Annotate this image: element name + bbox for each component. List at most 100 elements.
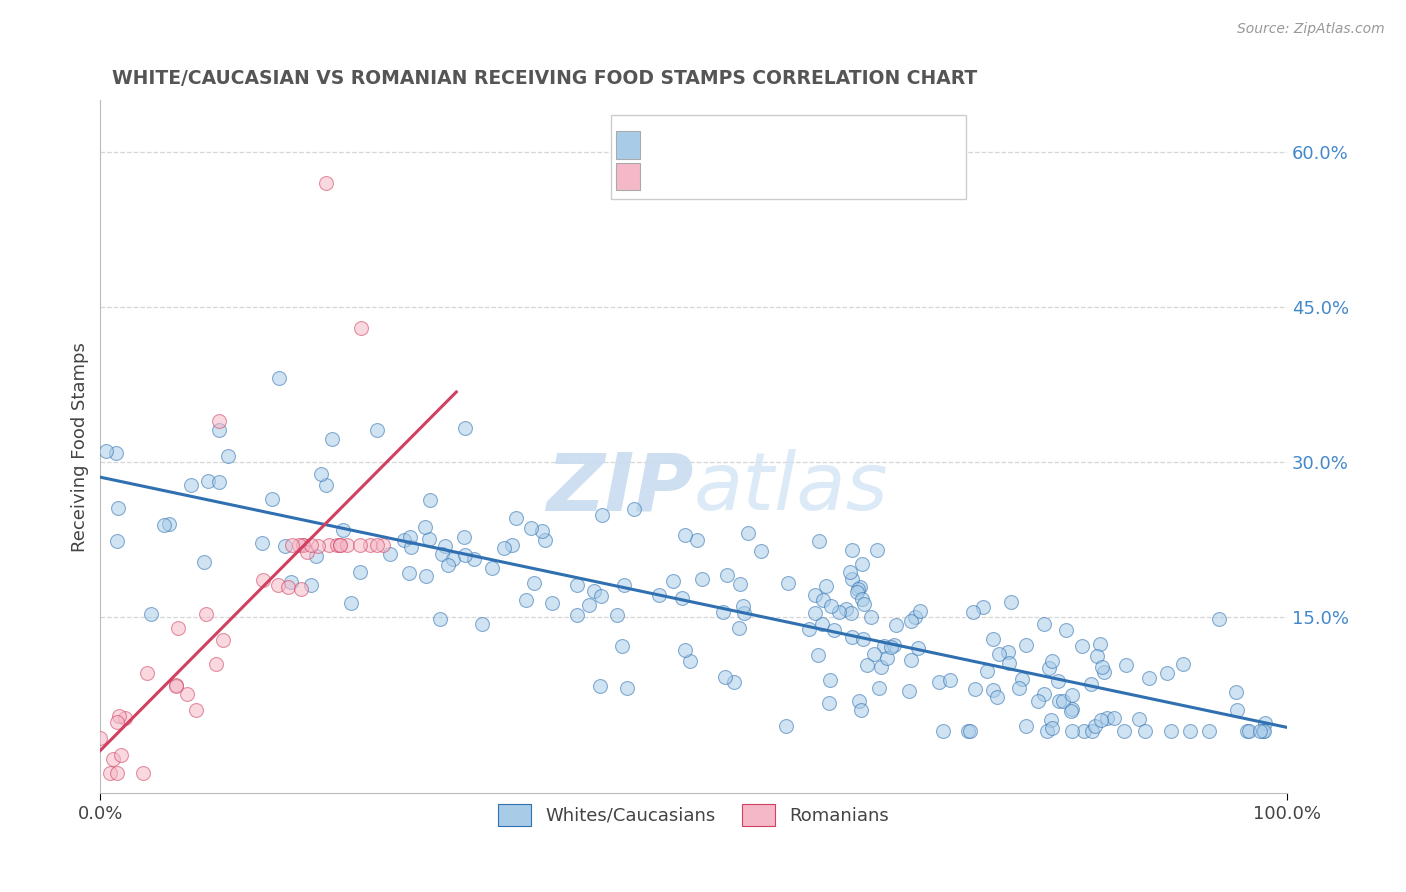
Point [610,640,633,654]
Point [96,444,118,458]
Point [1040,721,1063,735]
Point [900,653,922,667]
Point [107,533,129,548]
Point [986,690,1008,704]
Point [898,684,921,698]
Point [108,708,131,723]
Point [366,538,388,552]
Point [157,516,180,531]
Point [965,682,987,697]
Point [1254,715,1277,730]
Point [398,566,420,580]
Point [107,715,129,730]
Point [859,610,882,624]
Point [1088,637,1111,651]
Point [1054,623,1077,637]
Point [814,579,837,593]
Point [208,423,231,437]
Point [98,765,121,780]
Text: atlas: atlas [693,450,889,527]
Point [186,703,208,717]
Point [1080,677,1102,691]
Point [841,572,863,586]
Point [1036,724,1059,739]
Point [305,549,328,564]
Point [1015,638,1038,652]
Point [938,673,960,688]
Point [153,517,176,532]
Point [972,599,994,614]
Point [1040,654,1063,668]
Point [866,543,889,558]
Text: R =  0.582   N =  41: R = 0.582 N = 41 [647,171,844,190]
Point [105,446,128,460]
Point [876,650,898,665]
Point [733,606,755,620]
Point [311,467,333,481]
Point [998,657,1021,671]
Point [863,647,886,661]
Text: Source: ZipAtlas.com: Source: ZipAtlas.com [1237,22,1385,37]
Point [605,607,627,622]
Point [1033,617,1056,632]
Point [135,666,157,681]
Point [1178,724,1201,739]
Point [89,731,111,745]
Point [453,420,475,434]
Point [869,659,891,673]
Point [1115,658,1137,673]
Point [1225,685,1247,699]
Point [848,694,870,708]
Point [853,597,876,611]
Point [1198,724,1220,739]
Point [1073,724,1095,739]
Point [731,599,754,614]
Point [307,539,329,553]
Point [841,630,863,644]
Point [723,675,745,690]
Point [1008,681,1031,696]
Point [1253,724,1275,739]
Point [851,632,873,646]
Point [811,592,834,607]
Point [1208,612,1230,626]
Point [250,535,273,549]
Point [217,450,239,464]
Point [616,681,638,696]
Point [105,765,128,780]
Point [1040,713,1063,727]
Text: WHITE/CAUCASIAN VS ROMANIAN RECEIVING FOOD STAMPS CORRELATION CHART: WHITE/CAUCASIAN VS ROMANIAN RECEIVING FO… [112,69,977,87]
Point [523,575,546,590]
Point [453,530,475,544]
Point [481,561,503,575]
Point [1102,711,1125,725]
Point [647,588,669,602]
Point [868,681,890,696]
Point [332,523,354,537]
Point [904,610,927,624]
Point [1062,701,1084,715]
Point [711,605,734,619]
Point [534,533,557,547]
Point [983,632,1005,646]
Point [371,538,394,552]
Point [1026,694,1049,708]
Point [437,558,460,572]
Point [1091,659,1114,673]
Point [673,528,696,542]
Point [1046,674,1069,689]
Point [839,607,862,621]
Point [713,670,735,684]
Point [873,640,896,654]
Point [399,530,422,544]
Point [839,565,862,579]
FancyBboxPatch shape [616,162,640,190]
Point [291,538,314,552]
Point [1062,724,1084,739]
Point [274,539,297,553]
FancyBboxPatch shape [610,115,966,199]
Point [928,674,950,689]
Point [139,607,162,621]
Point [318,538,340,552]
Point [834,602,856,616]
